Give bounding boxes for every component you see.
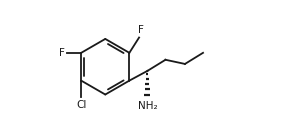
Text: Cl: Cl: [76, 100, 86, 110]
Text: F: F: [137, 25, 144, 35]
Text: NH₂: NH₂: [137, 101, 157, 111]
Text: F: F: [59, 48, 65, 58]
